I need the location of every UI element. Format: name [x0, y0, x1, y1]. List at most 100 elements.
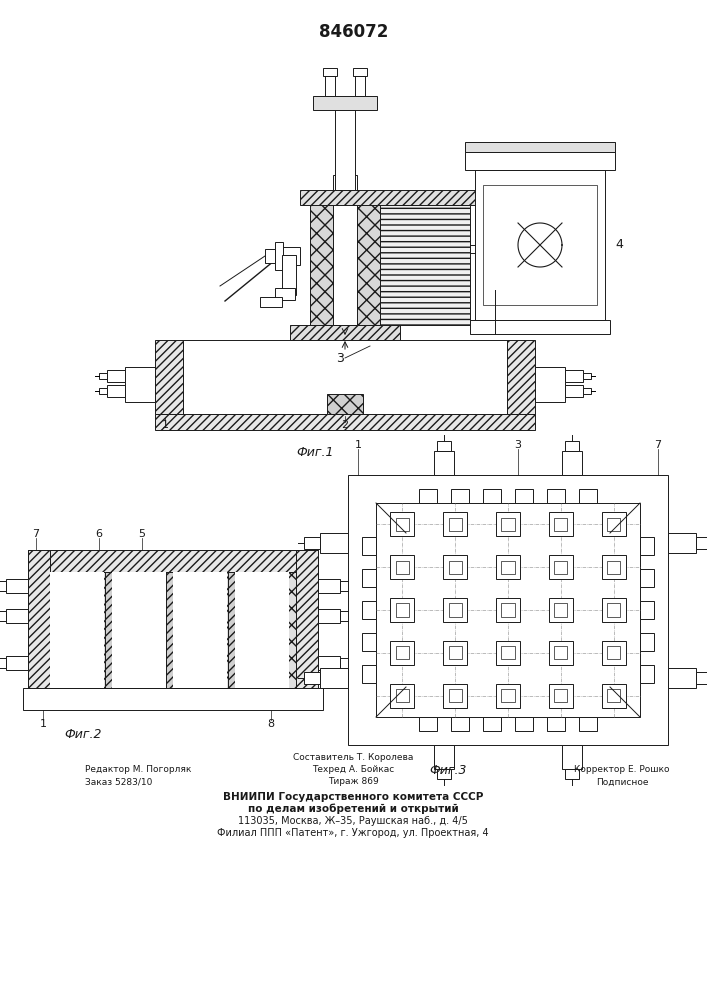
Bar — [50, 572, 104, 688]
Bar — [228, 572, 242, 688]
Bar — [443, 684, 467, 708]
Bar — [318, 609, 340, 623]
Bar — [696, 536, 707, 548]
Text: 5: 5 — [139, 529, 146, 539]
Bar — [125, 367, 155, 402]
Text: Фиг.3: Фиг.3 — [429, 764, 467, 776]
Bar — [496, 684, 520, 708]
Bar — [183, 340, 507, 414]
Bar — [562, 451, 582, 475]
Bar — [465, 152, 615, 170]
Bar — [6, 656, 28, 670]
Text: по делам изобретений и открытий: по делам изобретений и открытий — [247, 804, 458, 814]
Bar — [449, 603, 462, 617]
Bar — [304, 536, 320, 548]
Bar — [483, 185, 597, 305]
Bar — [323, 68, 337, 76]
Bar — [304, 672, 320, 684]
Bar — [362, 601, 376, 619]
Text: 3: 3 — [336, 352, 344, 364]
Bar — [507, 340, 535, 414]
Bar — [340, 658, 354, 668]
Bar — [549, 598, 573, 622]
Bar — [99, 388, 107, 394]
Bar — [275, 242, 283, 270]
Bar — [340, 611, 354, 621]
Bar — [483, 717, 501, 731]
Bar — [362, 537, 376, 555]
Bar — [565, 441, 579, 451]
Bar — [396, 603, 409, 617]
Bar — [496, 555, 520, 579]
Bar — [390, 598, 414, 622]
Bar — [696, 672, 707, 684]
Bar — [320, 532, 348, 552]
Text: 113035, Москва, Ж–35, Раушская наб., д. 4/5: 113035, Москва, Ж–35, Раушская наб., д. … — [238, 816, 468, 826]
Bar — [583, 388, 591, 394]
Bar — [6, 579, 28, 593]
Bar — [396, 646, 409, 659]
Bar — [443, 555, 467, 579]
Bar — [390, 555, 414, 579]
Bar — [668, 532, 696, 552]
Bar — [607, 561, 620, 574]
Bar — [640, 537, 654, 555]
Bar — [376, 503, 640, 717]
Bar — [353, 68, 367, 76]
Bar — [390, 641, 414, 665]
Bar — [602, 684, 626, 708]
Bar — [602, 598, 626, 622]
Bar — [449, 689, 462, 702]
Bar — [50, 550, 296, 572]
Bar — [390, 684, 414, 708]
Bar — [396, 689, 409, 702]
Text: Фиг.2: Фиг.2 — [64, 728, 102, 742]
Bar — [607, 603, 620, 617]
Text: Составитель Т. Королева: Составитель Т. Королева — [293, 752, 413, 762]
Bar — [318, 579, 340, 593]
Bar — [235, 572, 288, 688]
Bar — [327, 394, 363, 414]
Text: 6: 6 — [95, 529, 103, 539]
Bar — [280, 247, 300, 265]
Text: 1: 1 — [161, 420, 168, 430]
Bar — [554, 646, 568, 659]
Bar — [155, 414, 535, 430]
Bar — [549, 512, 573, 536]
Bar — [449, 561, 462, 574]
Text: Редактор М. Погорляк: Редактор М. Погорляк — [85, 766, 192, 774]
Text: 1: 1 — [40, 719, 47, 729]
Bar — [390, 512, 414, 536]
Bar — [320, 668, 348, 688]
Text: 7: 7 — [33, 529, 40, 539]
Text: 1: 1 — [354, 440, 361, 450]
Bar — [434, 745, 454, 769]
Bar — [565, 370, 583, 382]
Bar — [640, 633, 654, 651]
Bar — [607, 689, 620, 702]
Bar — [99, 373, 107, 379]
Bar — [451, 489, 469, 503]
Bar — [470, 320, 610, 334]
Bar — [396, 518, 409, 531]
Bar — [565, 385, 583, 397]
Bar — [318, 656, 340, 670]
Text: 7: 7 — [655, 440, 662, 450]
Bar — [443, 512, 467, 536]
Bar — [496, 641, 520, 665]
Bar — [437, 769, 451, 779]
Bar — [465, 142, 615, 152]
Bar — [607, 646, 620, 659]
Bar — [668, 668, 696, 688]
Text: 846072: 846072 — [320, 23, 389, 41]
Bar — [355, 76, 365, 96]
Text: 4: 4 — [615, 238, 623, 251]
Bar — [50, 572, 296, 688]
Bar — [449, 518, 462, 531]
Bar — [396, 561, 409, 574]
Text: Тираж 869: Тираж 869 — [327, 778, 378, 786]
Bar — [0, 581, 6, 591]
Bar — [443, 641, 467, 665]
Bar — [501, 646, 515, 659]
Text: Подписное: Подписное — [596, 778, 648, 786]
